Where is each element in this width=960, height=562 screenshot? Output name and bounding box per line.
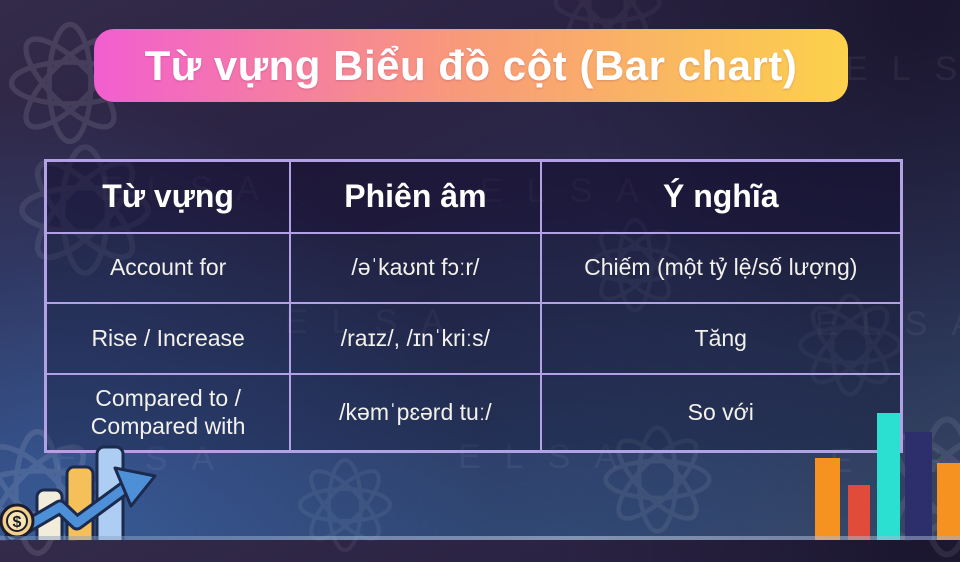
- cell-ipa-3: /kəmˈpɛərd tuː/: [291, 374, 542, 450]
- cell-word-1: Account for: [47, 233, 292, 305]
- cell-ipa-2: /raɪz/, /ɪnˈkriːs/: [291, 304, 542, 375]
- decorative-bar-orange-1: [815, 458, 840, 540]
- table-header-word: Từ vựng: [47, 162, 292, 234]
- decorative-bar-teal: [877, 413, 900, 540]
- decorative-bar-red: [848, 485, 870, 540]
- cell-word-3: Compared to / Compared with: [47, 374, 292, 450]
- cell-meaning-3: So với: [541, 374, 900, 450]
- cell-ipa-1: /əˈkaʊnt fɔːr/: [291, 233, 542, 305]
- table-header-pronunciation: Phiên âm: [291, 162, 542, 234]
- atom-logo-icon: [298, 458, 392, 552]
- title-banner: Từ vựng Biểu đồ cột (Bar chart): [94, 29, 848, 102]
- table-header-meaning: Ý nghĩa: [541, 162, 900, 234]
- arrow-head-icon: [113, 466, 157, 508]
- slide-background: { "title": { "text": "Từ vựng Biểu đồ cộ…: [0, 0, 960, 540]
- cell-meaning-1: Chiếm (một tỷ lệ/số lượng): [541, 233, 900, 305]
- cell-word-2: Rise / Increase: [47, 304, 292, 375]
- slide-bottom-edge: [0, 536, 960, 540]
- dollar-sign: $: [13, 514, 22, 531]
- vocabulary-table: Từ vựng Phiên âm Ý nghĩa Account for /əˈ…: [44, 159, 903, 453]
- decorative-bar-navy: [905, 432, 932, 540]
- cell-meaning-2: Tăng: [541, 304, 900, 375]
- decorative-bar-orange-2: [937, 463, 960, 540]
- page-title: Từ vựng Biểu đồ cột (Bar chart): [144, 41, 798, 89]
- elsa-watermark: ELSA: [845, 50, 960, 88]
- growth-chart-illustration: $: [0, 445, 157, 540]
